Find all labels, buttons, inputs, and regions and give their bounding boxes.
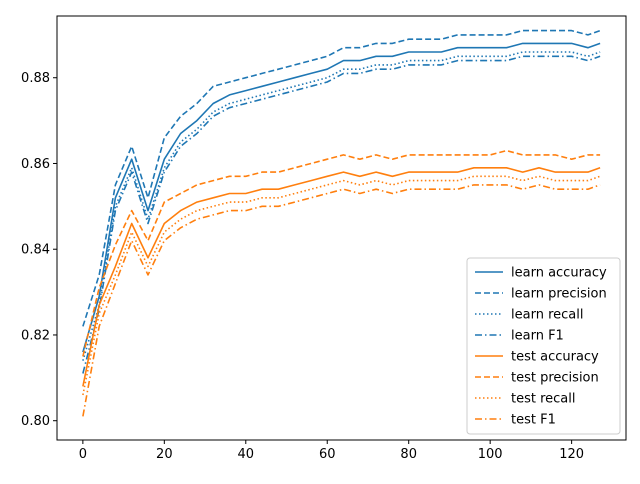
legend-label: learn recall: [511, 308, 583, 323]
y-tick-label: 0.80: [21, 414, 50, 429]
series-line-5: [82, 167, 601, 387]
series-line-4: [82, 55, 601, 374]
x-tick-label: 60: [319, 447, 336, 462]
series-line-7: [82, 175, 601, 396]
x-tick-label: 100: [478, 447, 503, 462]
series-line-3: [82, 51, 601, 361]
legend: learn accuracy learn precision learn recal…: [466, 257, 621, 435]
series-line-2: [82, 29, 601, 327]
y-tick-label: 0.88: [21, 71, 50, 86]
series-line-1: [82, 42, 601, 353]
legend-label: test accuracy: [511, 350, 599, 365]
legend-box: [466, 257, 621, 435]
series-line-8: [82, 184, 601, 417]
legend-label: learn precision: [511, 287, 607, 302]
legend-label: test F1: [511, 413, 556, 428]
legend-label: test recall: [511, 392, 576, 407]
series-layer: [82, 29, 601, 417]
x-tick-label: 120: [559, 447, 584, 462]
x-tick-label: 40: [238, 447, 255, 462]
legend-label: learn F1: [511, 329, 564, 344]
y-tick-label: 0.82: [21, 328, 50, 343]
y-tick-label: 0.84: [21, 243, 50, 258]
legend-label: learn accuracy: [511, 266, 607, 281]
y-tick-label: 0.86: [21, 157, 50, 172]
x-tick-label: 20: [156, 447, 173, 462]
x-tick-label: 80: [400, 447, 417, 462]
x-tick-label: 0: [79, 447, 87, 462]
axis-layer: 0 20 40 60 80 100 120 0.80 0.82 0.84 0.86 0.88: [21, 71, 584, 462]
legend-label: test precision: [511, 371, 599, 386]
series-line-6: [82, 149, 601, 357]
plot-frame: [56, 15, 627, 441]
